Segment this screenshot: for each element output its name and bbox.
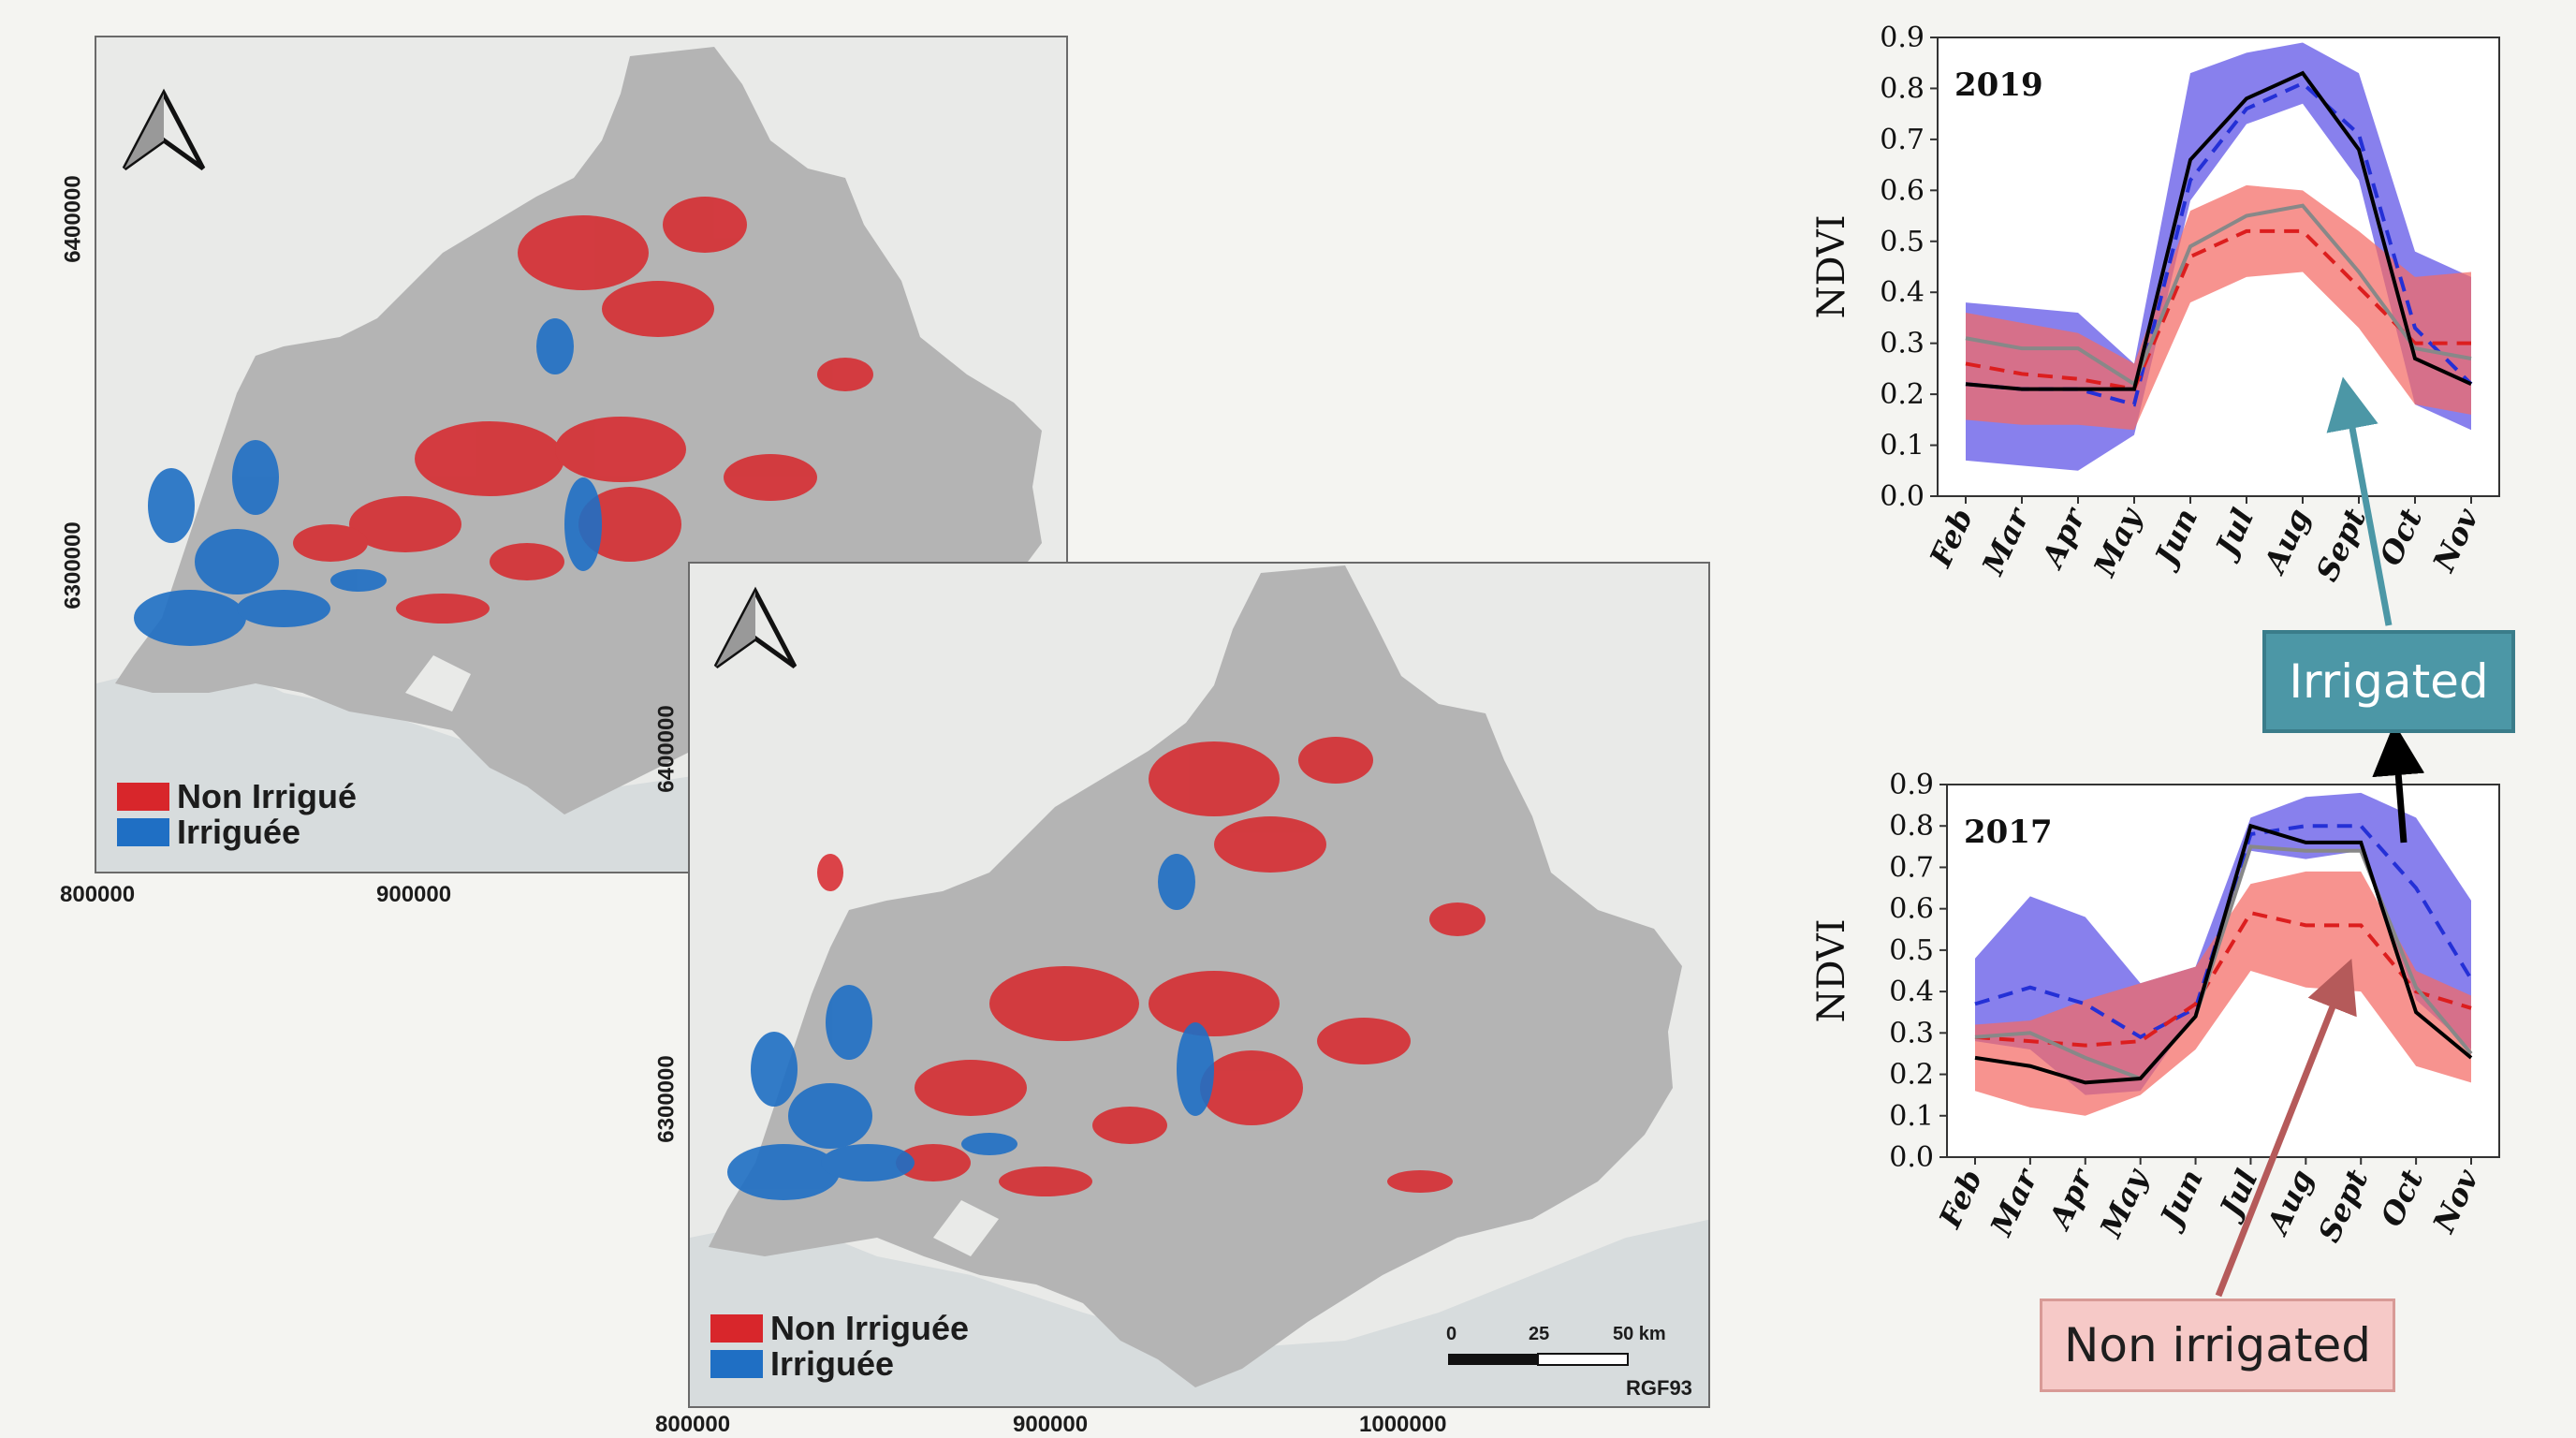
legend-non-irrigated: Non Irriguée [770,1309,970,1347]
series-irrigated-median [1965,70,2472,391]
y-tick-label: 0.3 [1889,1017,1934,1049]
legend-irrigated: Irriguée [177,813,301,851]
map-2-canvas [690,565,1708,1406]
scale-label-25: 25 [1529,1324,1550,1344]
y-tick-label: 0.4 [1889,976,1934,1008]
map-1-legend: Non Irrigué Irriguée [117,779,357,850]
series-non-irrigated-mean [1965,228,2471,391]
y-tick-label: 0.9 [1889,769,1934,801]
y-tick-label: 0.2 [1889,1059,1934,1092]
map-2-x-tick: 900000 [1013,1412,1089,1437]
y-tick-label: 0.7 [1889,851,1934,884]
map-1-x-tick: 800000 [60,882,136,907]
irrigated-arrow-down [2372,723,2425,844]
y-tick-label: 0.9 [1880,22,1925,54]
y-tick-label: 0.1 [1880,430,1925,462]
irrigated-swatch [117,818,169,846]
map-panel-2: Non Irriguée Irriguée 0 25 50 km RGF93 [688,562,1710,1408]
band-non-irrigated-range [1966,184,2471,431]
y-axis-label: NDVI [1810,214,1853,318]
y-tick-label: 0.5 [1889,934,1934,967]
chart-title: 2017 [1964,814,2053,851]
map-2-legend: Non Irriguée Irriguée [710,1311,969,1382]
series-non-irrigated-median [1965,203,2472,388]
ndvi-chart-2019: 0.00.10.20.30.40.50.60.70.80.9FebMarAprM… [1810,22,2500,586]
non-irrigated-swatch [117,783,169,811]
y-tick-label: 0.5 [1880,226,1925,258]
series-non-irrigated-median [1974,844,2473,1081]
legend-irrigated: Irriguée [770,1344,895,1383]
inland-notch [405,655,471,712]
scale-label-0: 0 [1446,1324,1457,1344]
scale-label-50: 50 km [1613,1324,1666,1344]
y-tick-label: 0.6 [1880,174,1925,207]
irrigated-callout: Irrigated [2262,630,2515,733]
series-irrigated-mean [1974,824,2473,1040]
crs-label: RGF93 [1626,1376,1692,1400]
y-tick-label: 0.3 [1880,328,1925,360]
y-tick-label: 0.1 [1889,1100,1934,1133]
irrigated-arrow-up [2326,376,2393,626]
ndvi-chart-2017: 0.00.10.20.30.40.50.60.70.80.9FebMarAprM… [1810,769,2500,1247]
series-non-irrigated-mean [1974,910,2472,1048]
non-irrigated-patches [293,197,873,624]
scale-bar [1448,1353,1629,1366]
chart-title: 2019 [1954,66,2043,104]
y-tick-label: 0.6 [1889,893,1934,926]
inland-notch [933,1200,999,1256]
irrigated-patches [727,854,1214,1200]
irrigated-patches [134,318,602,646]
y-tick-label: 0.2 [1880,378,1925,411]
north-arrow [122,88,206,171]
non-irrigated-swatch [710,1314,763,1343]
y-tick-label: 0.7 [1880,124,1925,156]
series-irrigated-median [1974,823,2473,1085]
irrigated-swatch [710,1350,763,1378]
non-irrigated-patches [817,737,1486,1196]
map-1-x-tick: 900000 [376,882,452,907]
map-2-x-tick: 800000 [655,1412,731,1437]
north-arrow [713,586,798,669]
non-irrigated-arrow [2215,958,2357,1298]
y-tick-label: 0.0 [1889,1141,1934,1174]
y-tick-label: 0.0 [1880,480,1925,513]
y-tick-label: 0.8 [1889,810,1934,843]
y-tick-label: 0.8 [1880,72,1925,105]
legend-non-irrigated: Non Irrigué [177,777,358,815]
y-axis-label: NDVI [1810,918,1853,1022]
map-2-x-tick: 1000000 [1359,1412,1447,1437]
band-non-irrigated-range [1975,871,2471,1116]
non-irrigated-callout: Non irrigated [2040,1299,2395,1392]
y-tick-label: 0.4 [1880,276,1925,309]
